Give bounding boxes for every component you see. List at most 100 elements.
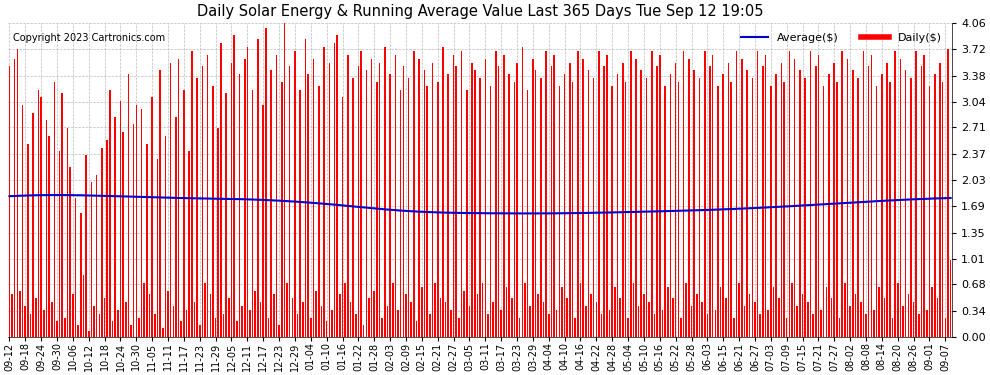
Bar (484, 58, 486, 337)
Bar (924, 55, 925, 337)
Bar (941, 82, 943, 337)
Bar (696, 294, 698, 337)
Bar (556, 310, 557, 337)
Bar (691, 306, 692, 337)
Bar (633, 283, 635, 337)
Title: Daily Solar Energy & Running Average Value Last 365 Days Tue Sep 12 19:05: Daily Solar Energy & Running Average Val… (197, 4, 763, 19)
Bar (466, 90, 467, 337)
Bar (56, 321, 57, 337)
Bar (543, 302, 545, 337)
Bar (802, 294, 803, 337)
Bar (424, 70, 426, 337)
Bar (532, 58, 534, 337)
Bar (164, 136, 166, 337)
Bar (144, 283, 146, 337)
Bar (154, 314, 155, 337)
Bar (746, 70, 747, 337)
Bar (421, 286, 423, 337)
Bar (731, 82, 732, 337)
Bar (242, 306, 243, 337)
Bar (709, 66, 711, 337)
Bar (759, 314, 761, 337)
Bar (538, 294, 539, 337)
Bar (281, 82, 282, 337)
Bar (387, 306, 388, 337)
Bar (601, 314, 603, 337)
Bar (90, 182, 92, 337)
Bar (53, 82, 55, 337)
Bar (949, 260, 951, 337)
Bar (739, 283, 740, 337)
Bar (9, 66, 10, 337)
Bar (580, 283, 581, 337)
Bar (506, 286, 507, 337)
Bar (49, 136, 50, 337)
Bar (614, 286, 616, 337)
Bar (944, 318, 946, 337)
Bar (376, 82, 378, 337)
Bar (147, 144, 148, 337)
Bar (645, 78, 647, 337)
Bar (199, 325, 201, 337)
Bar (371, 58, 372, 337)
Bar (685, 283, 687, 337)
Bar (492, 302, 494, 337)
Bar (780, 63, 782, 337)
Bar (43, 310, 45, 337)
Bar (659, 55, 660, 337)
Bar (905, 70, 907, 337)
Bar (638, 306, 640, 337)
Bar (323, 47, 325, 337)
Bar (251, 90, 253, 337)
Bar (514, 82, 515, 337)
Bar (577, 51, 578, 337)
Bar (561, 286, 562, 337)
Bar (764, 55, 766, 337)
Bar (66, 128, 68, 337)
Bar (109, 90, 111, 337)
Bar (329, 63, 330, 337)
Bar (228, 298, 230, 337)
Bar (495, 51, 497, 337)
Bar (389, 74, 391, 337)
Bar (236, 321, 238, 337)
Bar (275, 55, 277, 337)
Bar (661, 310, 663, 337)
Bar (38, 90, 40, 337)
Bar (527, 90, 529, 337)
Bar (617, 74, 619, 337)
Bar (572, 82, 573, 337)
Bar (487, 314, 489, 337)
Bar (596, 302, 597, 337)
Bar (918, 314, 920, 337)
Bar (664, 86, 666, 337)
Bar (14, 58, 16, 337)
Bar (151, 97, 153, 337)
Bar (844, 283, 845, 337)
Bar (641, 70, 643, 337)
Bar (107, 140, 108, 337)
Bar (921, 66, 923, 337)
Bar (878, 286, 880, 337)
Bar (524, 283, 526, 337)
Bar (886, 63, 888, 337)
Bar (400, 90, 402, 337)
Legend: Average($), Daily($): Average($), Daily($) (737, 28, 946, 48)
Bar (297, 314, 298, 337)
Bar (332, 310, 333, 337)
Bar (566, 298, 568, 337)
Bar (846, 58, 848, 337)
Bar (368, 298, 369, 337)
Bar (357, 66, 359, 337)
Bar (223, 314, 225, 337)
Bar (234, 36, 235, 337)
Bar (254, 291, 256, 337)
Bar (443, 47, 444, 337)
Bar (80, 213, 81, 337)
Bar (93, 306, 95, 337)
Bar (772, 286, 774, 337)
Bar (656, 66, 658, 337)
Bar (183, 90, 185, 337)
Bar (628, 318, 629, 337)
Bar (432, 63, 434, 337)
